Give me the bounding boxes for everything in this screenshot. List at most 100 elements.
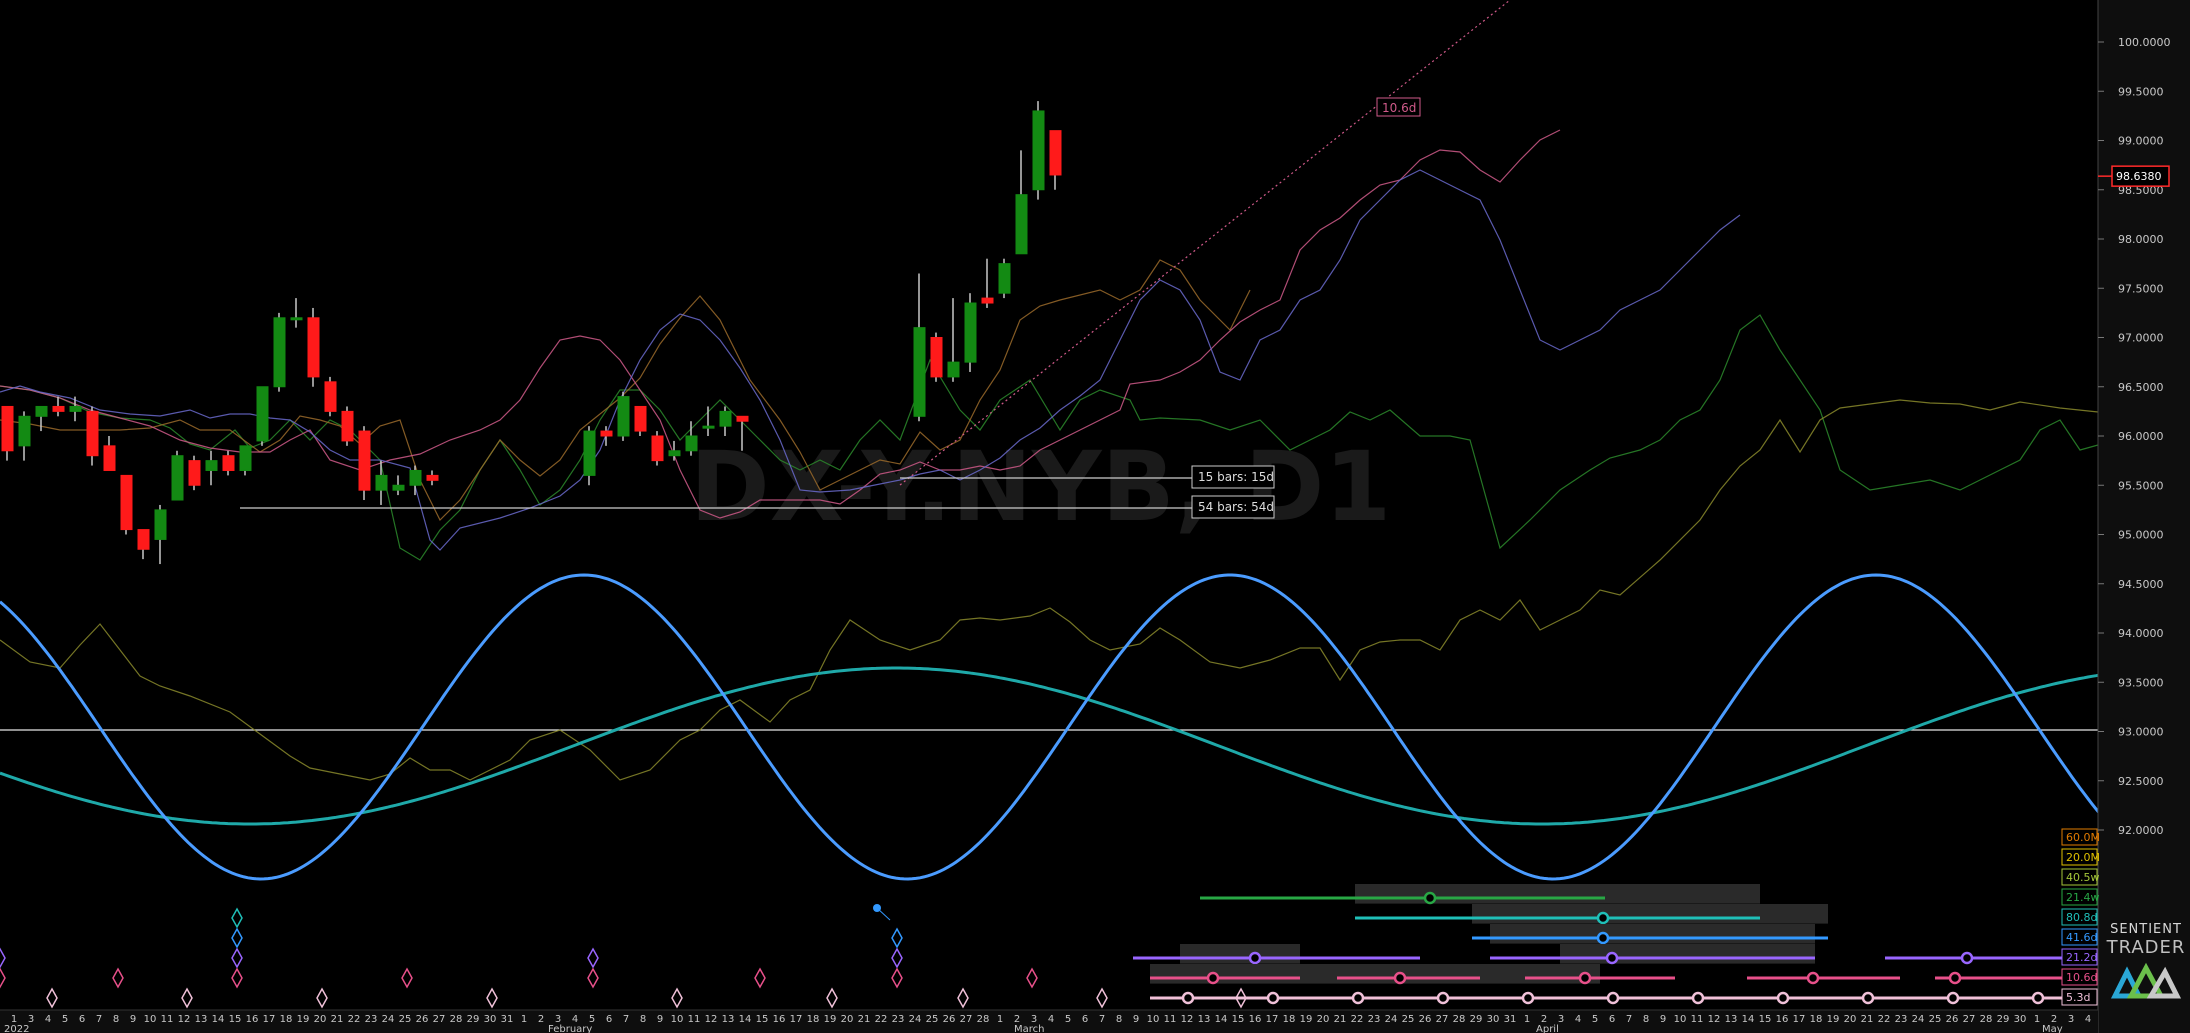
date-tick-label: 31 — [1504, 1014, 1517, 1025]
candle-up — [290, 317, 303, 321]
cycle-shade — [1560, 944, 1720, 964]
date-tick-label: 16 — [1249, 1014, 1262, 1025]
candle-up — [409, 469, 422, 486]
cycle-shade — [1150, 964, 1300, 984]
date-tick-label: 13 — [1725, 1014, 1738, 1025]
trough-diamond — [486, 987, 498, 1009]
date-tick-label: 3 — [555, 1014, 561, 1025]
indicator-line-5 — [0, 169, 1741, 551]
candle-up — [719, 410, 732, 427]
candle-down — [981, 297, 994, 304]
cycle-legend-box — [2061, 828, 2098, 846]
trough-diamond — [1096, 987, 1108, 1009]
trough-diamond — [587, 967, 599, 989]
cycle-legend-box — [2061, 908, 2098, 926]
cycle-bar-node — [2031, 991, 2045, 1005]
trough-diamond — [316, 987, 328, 1009]
date-tick-label: 27 — [1436, 1014, 1449, 1025]
price-tick-label: 93.5000 — [2118, 676, 2164, 689]
date-tick-label: 27 — [1963, 1014, 1976, 1025]
date-tick-label: 17 — [1793, 1014, 1806, 1025]
date-tick-label: 4 — [1048, 1014, 1054, 1025]
date-tick-label: 22 — [348, 1014, 361, 1025]
date-tick-label: 22 — [875, 1014, 888, 1025]
date-tick-label: 1 — [1524, 1014, 1530, 1025]
date-tick-label: 29 — [1997, 1014, 2010, 1025]
current-price-box — [2111, 165, 2170, 187]
cycle-wave-41.6d — [0, 573, 2102, 881]
date-tick-label: 4 — [1575, 1014, 1581, 1025]
cycle-legend-box — [2061, 928, 2098, 946]
date-tick-label: 1 — [521, 1014, 527, 1025]
date-tick-label: 25 — [1929, 1014, 1942, 1025]
price-tick-label: 97.0000 — [2118, 332, 2164, 345]
candle-up — [1032, 110, 1045, 191]
month-label: March — [1014, 1024, 1044, 1033]
date-tick-label: 25 — [926, 1014, 939, 1025]
date-tick-label: 21 — [1334, 1014, 1347, 1025]
date-tick-label: 18 — [1810, 1014, 1823, 1025]
cycle-shade — [1300, 964, 1480, 984]
cycle-legend-label: 60.0M — [2066, 831, 2100, 844]
candle-down — [222, 455, 235, 471]
date-tick-label: 28 — [1980, 1014, 1993, 1025]
date-tick-label: 13 — [722, 1014, 735, 1025]
date-tick-label: 30 — [1487, 1014, 1500, 1025]
cycle-bar-node — [1423, 891, 1437, 905]
date-tick-label: 5 — [589, 1014, 595, 1025]
candle-up — [375, 474, 388, 491]
measure-label: 54 bars: 54d — [1198, 500, 1274, 514]
cycle-legend-label: 80.8d — [2066, 911, 2097, 924]
date-tick-label: 7 — [1099, 1014, 1105, 1025]
date-tick-label: 21 — [858, 1014, 871, 1025]
date-tick-label: 10 — [144, 1014, 157, 1025]
price-axis: 100.0000 99.5000 99.0000 98.5000 98.0000 97.5… — [2098, 36, 2171, 837]
date-tick-label: 15 — [756, 1014, 769, 1025]
date-tick-label: 23 — [365, 1014, 378, 1025]
candle-down — [52, 405, 65, 412]
candle-down — [137, 529, 150, 550]
cycle-legend-box — [2061, 848, 2098, 866]
candle-up — [35, 405, 48, 417]
annotations: 15 bars: 15d 54 bars: 54d 10.6d — [240, 97, 1421, 519]
date-tick-label: 20 — [1317, 1014, 1330, 1025]
cycle-legend-label: 21.2d — [2066, 951, 2097, 964]
trough-diamond — [754, 967, 766, 989]
trough-diamond — [1235, 987, 1247, 1009]
indicator-line-3 — [0, 259, 1251, 522]
date-tick-label: 20 — [1844, 1014, 1857, 1025]
candle-up — [171, 455, 184, 501]
date-tick-label: 1 — [2034, 1014, 2040, 1025]
date-tick-label: 12 — [705, 1014, 718, 1025]
date-tick-label: 19 — [824, 1014, 837, 1025]
candle-up — [69, 405, 82, 412]
trough-diamond — [0, 967, 6, 989]
date-tick-label: 2 — [1541, 1014, 1547, 1025]
candle-up — [239, 445, 252, 471]
chart-watermark: DX-Y.NYB, D1 — [690, 431, 1391, 543]
current-price-label: 98.6380 — [2116, 170, 2162, 183]
date-tick-label: 4 — [2085, 1014, 2091, 1025]
candle-up — [964, 302, 977, 363]
trough-diamond — [401, 967, 413, 989]
date-tick-label: 28 — [1453, 1014, 1466, 1025]
trough-diamond — [891, 947, 903, 969]
measure-label: 15 bars: 15d — [1198, 470, 1274, 484]
date-tick-label: 7 — [1626, 1014, 1632, 1025]
cycle-legend-label: 10.6d — [2066, 971, 2097, 984]
date-tick-label: 8 — [640, 1014, 646, 1025]
month-label: February — [548, 1024, 592, 1033]
price-tick-label: 95.0000 — [2118, 529, 2164, 542]
date-tick-label: 23 — [892, 1014, 905, 1025]
date-tick-label: 2 — [538, 1014, 544, 1025]
date-tick-label: 13 — [195, 1014, 208, 1025]
cycle-bar-node — [1960, 951, 1974, 965]
trough-diamond — [181, 987, 193, 1009]
cycle-bar-node — [1605, 951, 1619, 965]
price-tick-label: 92.0000 — [2118, 824, 2164, 837]
candle-down — [634, 405, 647, 432]
logo-mark-icon — [2110, 962, 2182, 999]
cycle-bar-node — [1266, 991, 1280, 1005]
date-tick-label: 12 — [178, 1014, 191, 1025]
cycle-bar-node — [1521, 991, 1535, 1005]
